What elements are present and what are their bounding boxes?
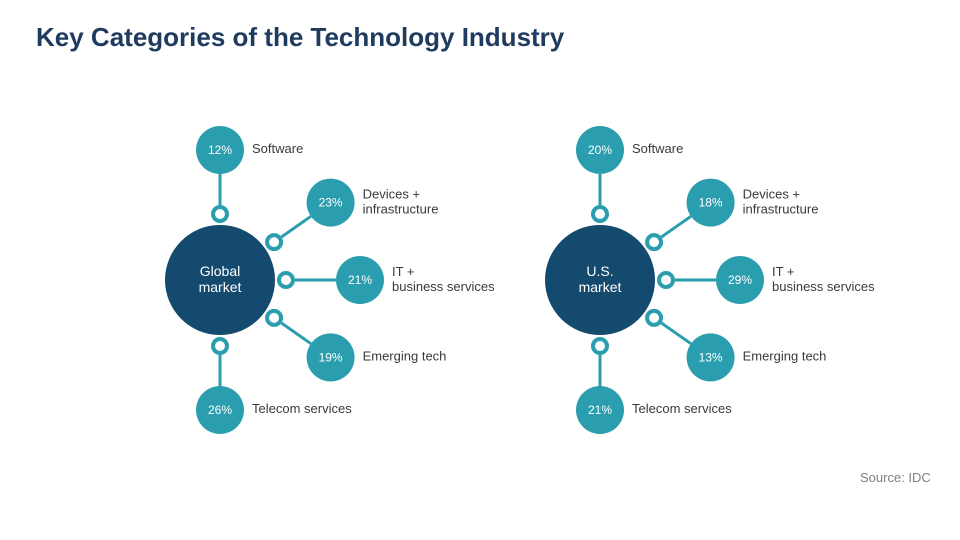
cluster-global: 12% Software 23% Devices +infrastructure 21%… (165, 126, 495, 434)
category-label: Devices +infrastructure (363, 187, 439, 217)
connector-ring (267, 235, 281, 249)
connector-line (281, 323, 310, 344)
page-title: Key Categories of the Technology Industr… (36, 22, 564, 53)
connector-ring (213, 339, 227, 353)
category-value: 19% (319, 351, 343, 365)
category-label: Software (252, 141, 303, 156)
connector-ring (647, 311, 661, 325)
tech-categories-diagram: 12% Software 23% Devices +infrastructure 21%… (0, 0, 960, 540)
category-label: IT +business services (772, 264, 875, 294)
connector-ring (279, 273, 293, 287)
connector-ring (659, 273, 673, 287)
category-value: 12% (208, 143, 232, 157)
category-label: Emerging tech (363, 349, 447, 364)
category-value: 26% (208, 403, 232, 417)
connector-ring (593, 207, 607, 221)
category-label: Emerging tech (743, 349, 827, 364)
category-value: 18% (699, 196, 723, 210)
hub-label: Globalmarket (199, 263, 242, 295)
connector-ring (213, 207, 227, 221)
category-value: 23% (319, 196, 343, 210)
category-label: Devices +infrastructure (743, 187, 819, 217)
source-attribution: Source: IDC (860, 470, 931, 485)
category-label: Telecom services (632, 401, 732, 416)
connector-ring (267, 311, 281, 325)
category-label: IT +business services (392, 264, 495, 294)
connector-ring (593, 339, 607, 353)
category-value: 13% (699, 351, 723, 365)
category-value: 20% (588, 143, 612, 157)
category-label: Telecom services (252, 401, 352, 416)
connector-line (661, 323, 690, 344)
connector-line (661, 216, 690, 237)
cluster-us: 20% Software 18% Devices +infrastructure 29%… (545, 126, 875, 434)
category-value: 21% (588, 403, 612, 417)
connector-line (281, 216, 310, 237)
connector-ring (647, 235, 661, 249)
category-label: Software (632, 141, 683, 156)
category-value: 29% (728, 273, 752, 287)
category-value: 21% (348, 273, 372, 287)
